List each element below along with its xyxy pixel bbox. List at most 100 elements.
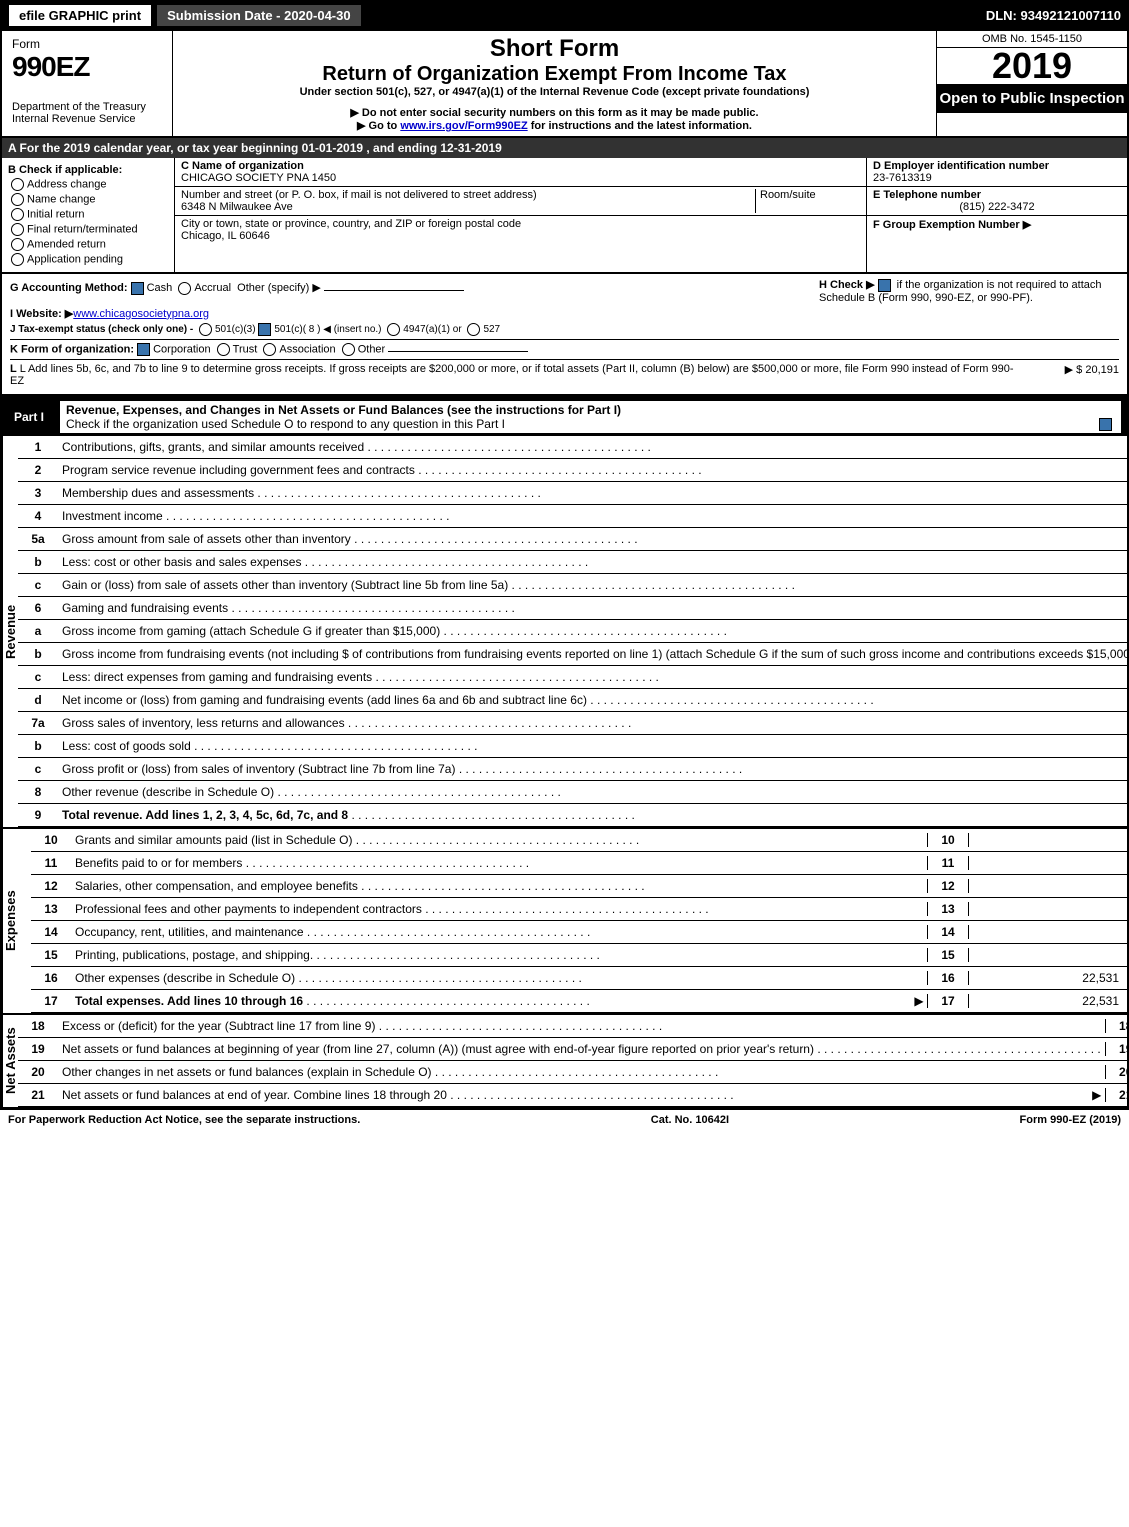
efile-print-button[interactable]: efile GRAPHIC print	[8, 4, 152, 27]
box-d: D Employer identification number 23-7613…	[866, 158, 1127, 272]
line-desc: Gross income from gaming (attach Schedul…	[58, 622, 1129, 640]
chk-accrual[interactable]	[178, 282, 191, 295]
line-num: 12	[31, 877, 71, 895]
chk-other[interactable]	[342, 343, 355, 356]
line-desc: Professional fees and other payments to …	[71, 900, 927, 918]
line-c: cGross profit or (loss) from sales of in…	[18, 758, 1129, 781]
chk-name-change[interactable]: Name change	[8, 193, 168, 206]
line-6: 6Gaming and fundraising events	[18, 597, 1129, 620]
page-footer: For Paperwork Reduction Act Notice, see …	[0, 1109, 1129, 1130]
line-num: c	[18, 576, 58, 594]
line-desc: Other revenue (describe in Schedule O)	[58, 783, 1129, 801]
part1-title: Revenue, Expenses, and Changes in Net As…	[66, 403, 621, 417]
line-desc: Less: cost of goods sold	[58, 737, 1129, 755]
ein-value: 23-7613319	[873, 172, 1121, 184]
box-num: 11	[927, 856, 969, 870]
line-desc: Other changes in net assets or fund bala…	[58, 1063, 1105, 1081]
line-num: 18	[18, 1017, 58, 1035]
chk-4947[interactable]	[387, 323, 400, 336]
subtitle-code: Under section 501(c), 527, or 4947(a)(1)…	[183, 86, 926, 98]
chk-527[interactable]	[467, 323, 480, 336]
gross-receipts: ▶ $ 20,191	[1019, 363, 1119, 387]
row-g: G Accounting Method: Cash Accrual Other …	[10, 281, 819, 295]
line-num: 17	[31, 992, 71, 1010]
entity-block: B Check if applicable: Address change Na…	[2, 158, 1127, 272]
line-desc: Total expenses. Add lines 10 through 16	[71, 992, 911, 1010]
chk-initial-return[interactable]: Initial return	[8, 208, 168, 221]
chk-application-pending[interactable]: Application pending	[8, 253, 168, 266]
line-12: 12Salaries, other compensation, and empl…	[31, 875, 1127, 898]
line-4: 4Investment income40	[18, 505, 1129, 528]
chk-schedule-o[interactable]	[1099, 418, 1112, 431]
line-desc: Contributions, gifts, grants, and simila…	[58, 438, 1129, 456]
amt: 22,531	[969, 994, 1127, 1008]
line-13: 13Professional fees and other payments t…	[31, 898, 1127, 921]
line-desc: Gain or (loss) from sale of assets other…	[58, 576, 1129, 594]
irs-link[interactable]: www.irs.gov/Form990EZ	[400, 120, 527, 132]
line-desc: Investment income	[58, 507, 1129, 525]
chk-assoc[interactable]	[263, 343, 276, 356]
line-num: 3	[18, 484, 58, 502]
tax-year: 2019	[937, 48, 1127, 84]
line-14: 14Occupancy, rent, utilities, and mainte…	[31, 921, 1127, 944]
box-c: C Name of organization CHICAGO SOCIETY P…	[175, 158, 866, 272]
line-num: a	[18, 622, 58, 640]
line-num: b	[18, 553, 58, 571]
chk-cash[interactable]	[131, 282, 144, 295]
chk-trust[interactable]	[217, 343, 230, 356]
line-num: 15	[31, 946, 71, 964]
box-num: 16	[927, 971, 969, 985]
submission-date-button[interactable]: Submission Date - 2020-04-30	[156, 4, 362, 27]
chk-amended-return[interactable]: Amended return	[8, 238, 168, 251]
part1-header: Part I Revenue, Expenses, and Changes in…	[2, 398, 1127, 436]
group-exemption-label: F Group Exemption Number ▶	[873, 218, 1121, 231]
expenses-section: Expenses 10Grants and similar amounts pa…	[0, 829, 1129, 1015]
org-name-label: C Name of organization	[181, 160, 860, 172]
website-link[interactable]: www.chicagosocietypna.org	[73, 308, 209, 320]
chk-h[interactable]	[878, 279, 891, 292]
chk-address-change[interactable]: Address change	[8, 178, 168, 191]
form-label: Form	[12, 37, 162, 51]
box-num: 21	[1105, 1088, 1129, 1102]
line-21: 21 Net assets or fund balances at end of …	[18, 1084, 1129, 1107]
chk-final-return[interactable]: Final return/terminated	[8, 223, 168, 236]
line-a: aGross income from gaming (attach Schedu…	[18, 620, 1129, 643]
line-desc: Net assets or fund balances at end of ye…	[58, 1086, 1089, 1104]
row-h: H Check ▶ if the organization is not req…	[819, 278, 1119, 304]
box-num: 18	[1105, 1019, 1129, 1033]
line-desc: Benefits paid to or for members	[71, 854, 927, 872]
box-b-title: B Check if applicable:	[8, 164, 168, 176]
header-left: Form 990EZ Department of the Treasury In…	[2, 31, 173, 136]
line-num: 2	[18, 461, 58, 479]
line-5a: 5aGross amount from sale of assets other…	[18, 528, 1129, 551]
expenses-side-label: Expenses	[2, 829, 31, 1013]
line-11: 11Benefits paid to or for members11	[31, 852, 1127, 875]
line-desc: Other expenses (describe in Schedule O)	[71, 969, 927, 987]
line-num: 1	[18, 438, 58, 456]
line-10: 10Grants and similar amounts paid (list …	[31, 829, 1127, 852]
line-15: 15Printing, publications, postage, and s…	[31, 944, 1127, 967]
line-2: 2Program service revenue including gover…	[18, 459, 1129, 482]
line-1: 1Contributions, gifts, grants, and simil…	[18, 436, 1129, 459]
row-i: I Website: ▶www.chicagosocietypna.org	[10, 307, 1119, 320]
line-num: 16	[31, 969, 71, 987]
footer-cat: Cat. No. 10642I	[651, 1114, 729, 1126]
line-num: 4	[18, 507, 58, 525]
chk-501c3[interactable]	[199, 323, 212, 336]
city-value: Chicago, IL 60646	[181, 230, 860, 242]
line-d: dNet income or (loss) from gaming and fu…	[18, 689, 1129, 712]
line-num: b	[18, 737, 58, 755]
city-label: City or town, state or province, country…	[181, 218, 860, 230]
phone-value: (815) 222-3472	[873, 201, 1121, 213]
topbar: efile GRAPHIC print Submission Date - 20…	[0, 0, 1129, 31]
line-c: cGain or (loss) from sale of assets othe…	[18, 574, 1129, 597]
box-b: B Check if applicable: Address change Na…	[2, 158, 175, 272]
line-desc: Net income or (loss) from gaming and fun…	[58, 691, 1129, 709]
line-desc: Total revenue. Add lines 1, 2, 3, 4, 5c,…	[58, 806, 1129, 824]
line-num: 8	[18, 783, 58, 801]
chk-corp[interactable]	[137, 343, 150, 356]
ein-label: D Employer identification number	[873, 160, 1121, 172]
line-8: 8Other revenue (describe in Schedule O)8…	[18, 781, 1129, 804]
chk-501c[interactable]	[258, 323, 271, 336]
line-num: 10	[31, 831, 71, 849]
